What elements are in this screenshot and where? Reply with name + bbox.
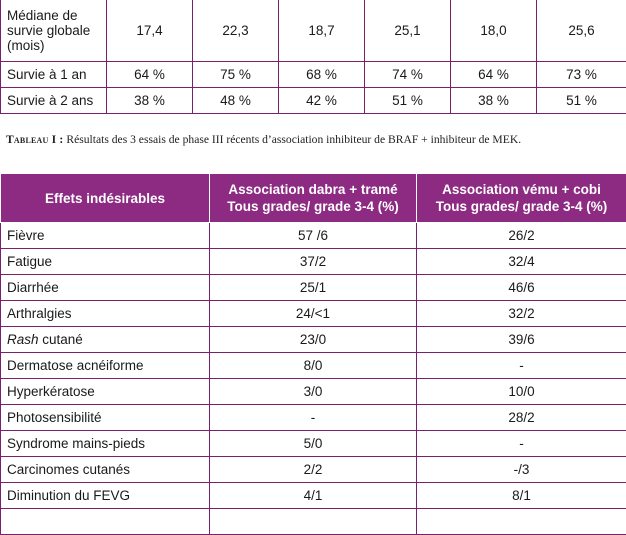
- table-row: Survie à 2 ans 38 % 48 % 42 % 51 % 38 % …: [1, 88, 626, 114]
- header-vemu: Association vému + cobi Tous grades/ grad…: [417, 174, 626, 223]
- table-cell: 22,3: [193, 0, 279, 62]
- table-cell: 74 %: [365, 62, 451, 88]
- caption-text: Résultats des 3 essais de phase III réce…: [63, 133, 521, 146]
- effect-name: Arthralgies: [1, 301, 210, 327]
- table-cell: 25,6: [537, 0, 626, 62]
- vemu-value: 28/2: [417, 405, 626, 431]
- effect-name: Diminution du FEVG: [1, 483, 210, 509]
- dabra-value: 37/2: [210, 249, 417, 275]
- table-cell: 51 %: [365, 88, 451, 114]
- vemu-value: 39/6: [417, 327, 626, 353]
- effect-name-rest: cutané: [39, 332, 83, 347]
- effect-name: Syndrome mains-pieds: [1, 431, 210, 457]
- table-caption: Tableau I : Résultats des 3 essais de ph…: [6, 133, 521, 146]
- dabra-value: 25/1: [210, 275, 417, 301]
- effect-name-italic: Rash: [7, 332, 39, 347]
- table-row: [1, 509, 626, 535]
- table-cell: 68 %: [279, 62, 365, 88]
- adverse-effects-table: Effets indésirables Association dabra + …: [0, 174, 626, 535]
- header-effects-label: Effets indésirables: [45, 191, 165, 206]
- table-cell: 48 %: [193, 88, 279, 114]
- table-cell: 64 %: [107, 62, 193, 88]
- effect-name: Carcinomes cutanés: [1, 457, 210, 483]
- table-cell: 18,7: [279, 0, 365, 62]
- header-effects: Effets indésirables: [1, 174, 210, 223]
- table-cell: 42 %: [279, 88, 365, 114]
- effect-name: Fatigue: [1, 249, 210, 275]
- vemu-value: [417, 509, 626, 535]
- table-cell: 75 %: [193, 62, 279, 88]
- table-cell: 38 %: [107, 88, 193, 114]
- dabra-value: 5/0: [210, 431, 417, 457]
- effect-name: Hyperkératose: [1, 379, 210, 405]
- effect-name: Diarrhée: [1, 275, 210, 301]
- row-label: Survie à 1 an: [1, 62, 107, 88]
- vemu-value: -: [417, 431, 626, 457]
- dabra-value: 24/<1: [210, 301, 417, 327]
- vemu-value: -: [417, 353, 626, 379]
- vemu-value: 8/1: [417, 483, 626, 509]
- table-header-row: Effets indésirables Association dabra + …: [1, 174, 626, 223]
- header-dabra-subtitle: Tous grades/ grade 3-4 (%): [227, 199, 399, 214]
- vemu-value: 32/4: [417, 249, 626, 275]
- effect-name: Photosensibilité: [1, 405, 210, 431]
- dabra-value: 3/0: [210, 379, 417, 405]
- table-row: Survie à 1 an 64 % 75 % 68 % 74 % 64 % 7…: [1, 62, 626, 88]
- dabra-value: 4/1: [210, 483, 417, 509]
- header-dabra: Association dabra + tramé Tous grades/ gr…: [210, 174, 417, 223]
- vemu-value: 10/0: [417, 379, 626, 405]
- table-cell: 73 %: [537, 62, 626, 88]
- row-label: Survie à 2 ans: [1, 88, 107, 114]
- vemu-value: 26/2: [417, 223, 626, 249]
- dabra-value: [210, 509, 417, 535]
- table-cell: 25,1: [365, 0, 451, 62]
- dabra-value: 8/0: [210, 353, 417, 379]
- vemu-value: 46/6: [417, 275, 626, 301]
- table-cell: 17,4: [107, 0, 193, 62]
- survival-table: Médiane de survie globale (mois) 17,4 22…: [0, 0, 626, 114]
- dabra-value: 57 /6: [210, 223, 417, 249]
- dabra-value: -: [210, 405, 417, 431]
- effect-name: Fièvre: [1, 223, 210, 249]
- table-cell: 38 %: [451, 88, 537, 114]
- header-vemu-title: Association vému + cobi: [442, 182, 601, 197]
- vemu-value: -/3: [417, 457, 626, 483]
- table-cell: 51 %: [537, 88, 626, 114]
- table-row: Médiane de survie globale (mois) 17,4 22…: [1, 0, 626, 62]
- effect-name: Rash cutané: [1, 327, 210, 353]
- vemu-value: 32/2: [417, 301, 626, 327]
- header-vemu-subtitle: Tous grades/ grade 3-4 (%): [436, 199, 608, 214]
- row-label: Médiane de survie globale (mois): [1, 0, 107, 62]
- table-row: Photosensibilité-28/2: [1, 405, 626, 431]
- dabra-value: 2/2: [210, 457, 417, 483]
- table-cell: 64 %: [451, 62, 537, 88]
- dabra-value: 23/0: [210, 327, 417, 353]
- caption-label: Tableau I :: [6, 133, 63, 146]
- effect-name: [1, 509, 210, 535]
- header-dabra-title: Association dabra + tramé: [228, 182, 397, 197]
- effect-name: Dermatose acnéiforme: [1, 353, 210, 379]
- table-cell: 18,0: [451, 0, 537, 62]
